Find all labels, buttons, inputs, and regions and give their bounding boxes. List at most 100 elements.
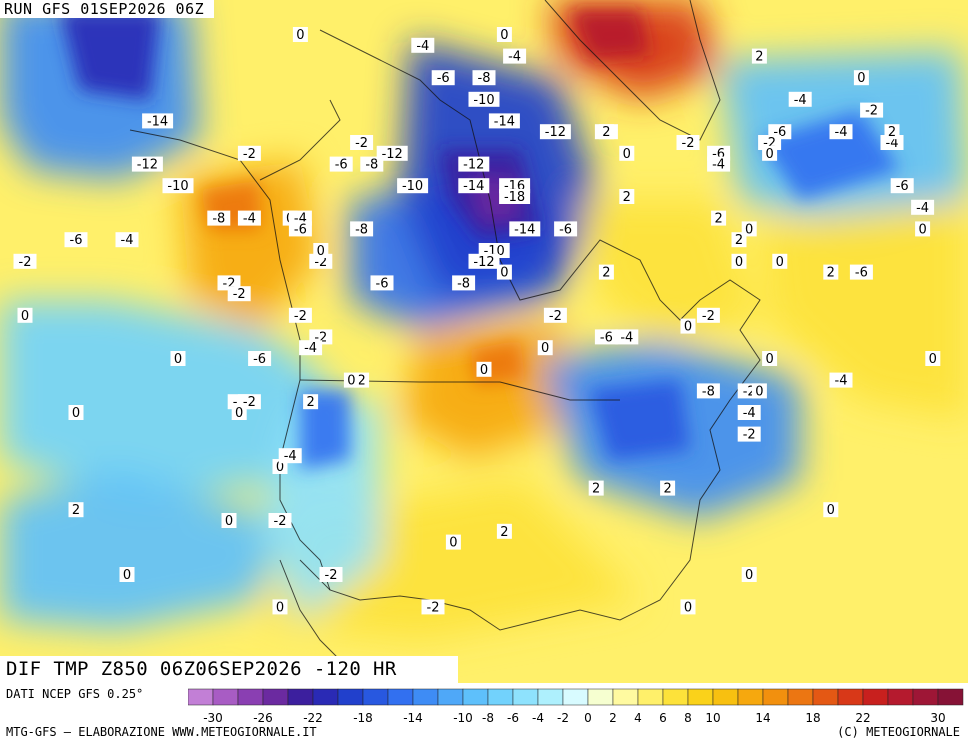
- legend-tick-label: 18: [805, 711, 820, 725]
- legend-swatch: [787, 688, 814, 706]
- contour-label: -4: [299, 340, 323, 356]
- contour-label: -10: [397, 178, 429, 194]
- svg-text:-2: -2: [243, 147, 256, 162]
- legend-swatch: [262, 688, 289, 706]
- contour-label: 0: [445, 534, 461, 551]
- contour-label: -2: [860, 102, 884, 119]
- contour-label: -12: [376, 145, 408, 162]
- svg-text:-8: -8: [457, 276, 470, 291]
- svg-text:-12: -12: [137, 158, 158, 173]
- contour-label: -4: [115, 232, 139, 248]
- legend-swatch: [887, 688, 914, 706]
- contour-label: 0: [496, 27, 512, 43]
- svg-text:0: 0: [918, 222, 926, 237]
- legend-swatch: [188, 688, 214, 706]
- svg-text:-6: -6: [294, 222, 307, 237]
- contour-labels: -14-12-10-2-8-40-6-4-2-2000020-2-200-202…: [13, 27, 941, 615]
- legend-swatch: [362, 688, 389, 706]
- svg-text:2: 2: [827, 266, 835, 281]
- contour-label: 0: [925, 351, 941, 367]
- contour-label: -14: [488, 113, 520, 129]
- contour-label: 0: [680, 318, 696, 335]
- contour-label: 0: [619, 145, 635, 162]
- contour-label: -10: [468, 91, 500, 108]
- svg-text:-2: -2: [325, 568, 338, 583]
- svg-text:-4: -4: [620, 330, 633, 345]
- svg-text:0: 0: [276, 600, 284, 615]
- svg-text:-6: -6: [559, 222, 572, 237]
- contour-label: -4: [911, 199, 935, 216]
- contour-label: -2: [319, 567, 343, 583]
- svg-text:0: 0: [827, 503, 835, 518]
- legend-swatch: [687, 688, 714, 706]
- contour-label: 0: [762, 145, 778, 162]
- contour-label: 0: [170, 351, 186, 367]
- svg-text:2: 2: [306, 395, 314, 410]
- contour-label: 0: [680, 599, 696, 615]
- contour-label: -2: [421, 599, 445, 615]
- svg-text:2: 2: [663, 482, 671, 497]
- contour-label: 0: [751, 383, 767, 399]
- legend-swatch: [637, 688, 664, 706]
- svg-text:-6: -6: [896, 179, 909, 194]
- svg-text:0: 0: [745, 568, 753, 583]
- contour-label: 0: [537, 340, 553, 356]
- svg-text:-8: -8: [702, 384, 715, 399]
- svg-text:0: 0: [276, 460, 284, 475]
- credit-right: (C) METEOGIORNALE: [837, 725, 960, 739]
- svg-text:-2: -2: [682, 136, 695, 151]
- svg-text:-4: -4: [886, 136, 899, 151]
- svg-text:0: 0: [684, 320, 692, 335]
- svg-text:-14: -14: [494, 114, 515, 129]
- contour-label: -12: [131, 156, 163, 173]
- svg-text:2: 2: [623, 190, 631, 205]
- contour-label: -4: [503, 48, 527, 65]
- svg-text:0: 0: [235, 406, 243, 421]
- contour-label: -6: [594, 329, 618, 345]
- svg-text:0: 0: [735, 255, 743, 270]
- legend-swatch: [287, 688, 314, 706]
- svg-text:2: 2: [357, 374, 365, 389]
- legend-swatch: [837, 688, 864, 706]
- legend-tick-label: 4: [634, 711, 642, 725]
- svg-text:-2: -2: [314, 255, 327, 270]
- contour-label: 0: [68, 405, 84, 421]
- legend-tick-label: -22: [303, 711, 323, 725]
- contour-label: -4: [411, 37, 435, 54]
- svg-text:-4: -4: [284, 449, 297, 464]
- svg-text:0: 0: [765, 147, 773, 162]
- contour-label: -2: [543, 307, 567, 324]
- svg-text:0: 0: [541, 341, 549, 356]
- svg-text:-4: -4: [835, 125, 848, 140]
- credit-left: MTG-GFS – ELABORAZIONE WWW.METEOGIORNALE…: [6, 725, 317, 739]
- svg-text:-4: -4: [243, 212, 256, 227]
- legend-swatch: [712, 688, 739, 706]
- contour-label: 2: [588, 480, 604, 497]
- anomaly-field: [0, 0, 968, 683]
- contour-label: -8: [350, 221, 374, 237]
- contour-label: 0: [762, 351, 778, 367]
- contour-label: -6: [890, 178, 914, 194]
- svg-text:0: 0: [684, 600, 692, 615]
- svg-text:2: 2: [735, 233, 743, 248]
- svg-text:-14: -14: [514, 222, 535, 237]
- coastlines-borders: [129, 0, 761, 661]
- legend-swatch: [337, 688, 364, 706]
- svg-text:-10: -10: [167, 179, 188, 194]
- svg-text:0: 0: [623, 147, 631, 162]
- contour-label: 2: [711, 210, 727, 227]
- legend-tick-label: -8: [482, 711, 494, 725]
- svg-text:-4: -4: [835, 374, 848, 389]
- contour-label: -6: [849, 264, 873, 281]
- svg-text:0: 0: [857, 71, 865, 86]
- legend-tick-label: -2: [557, 711, 569, 725]
- contour-label: 0: [343, 372, 359, 389]
- svg-text:-6: -6: [70, 233, 83, 248]
- legend-tick-label: -30: [203, 711, 223, 725]
- contour-label: 0: [119, 567, 135, 583]
- contour-label: 0: [731, 253, 747, 270]
- contour-label: 2: [619, 189, 635, 205]
- legend-tick-label: -6: [507, 711, 519, 725]
- contour-label: 0: [741, 567, 757, 583]
- legend-swatch: [737, 688, 764, 706]
